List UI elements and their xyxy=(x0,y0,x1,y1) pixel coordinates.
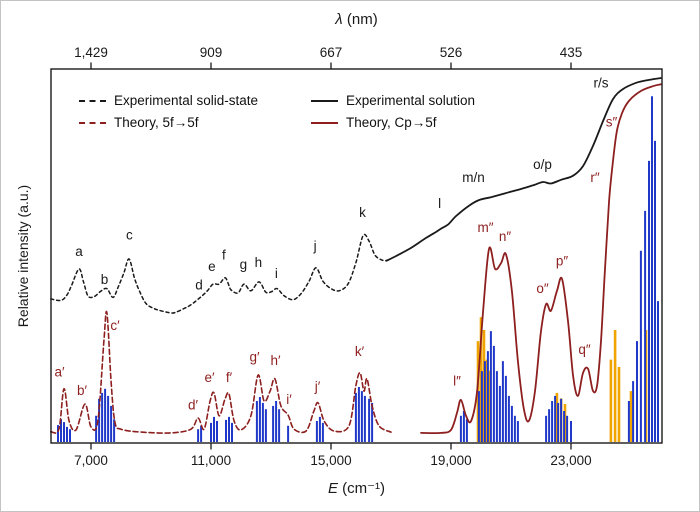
theory-sticks-blue xyxy=(57,96,659,442)
peak-label-j: j xyxy=(313,238,317,253)
bottom-tick-label: 11,000 xyxy=(191,453,231,468)
peak-label-gp: g′ xyxy=(249,349,260,364)
peak-label-e: e xyxy=(208,259,216,274)
peak-label-g: g xyxy=(240,257,248,272)
peak-label-lpp: l″ xyxy=(453,374,461,389)
peak-label-o-p: o/p xyxy=(533,157,552,172)
legend-item-theory-cp-5f: Theory, Cp→5f xyxy=(311,115,475,130)
peak-label-i: i xyxy=(275,266,278,281)
legend-item-experimental-solid-state: Experimental solid-state xyxy=(79,93,311,108)
legend-label: Experimental solution xyxy=(346,93,476,108)
theory-cp-5f-curve xyxy=(420,83,662,435)
peak-label-qpp: q″ xyxy=(578,342,591,357)
peak-label-rpp: r″ xyxy=(590,170,599,185)
peak-label-l: l xyxy=(438,196,441,211)
top-tick-label: 909 xyxy=(200,45,223,60)
bottom-tick-label: 19,000 xyxy=(430,453,471,468)
legend-item-experimental-solution: Experimental solution xyxy=(311,93,475,108)
lambda-symbol: λ xyxy=(335,11,343,28)
top-axis-title: λ (nm) xyxy=(51,11,662,28)
bottom-axis-title: E (cm⁻¹) xyxy=(51,479,662,497)
solid-black-line-icon xyxy=(311,99,338,102)
theory-5f-5f-curve xyxy=(50,310,392,434)
peak-label-c: c xyxy=(126,227,133,242)
peak-label-bp: b′ xyxy=(77,383,88,398)
peak-label-f: f xyxy=(222,248,226,263)
legend-item-theory-5f-5f: Theory, 5f→5f xyxy=(79,115,311,130)
legend: Experimental solid-state Experimental so… xyxy=(79,93,475,130)
peak-label-b: b xyxy=(101,272,109,287)
top-tick-label: 1,429 xyxy=(74,45,108,60)
bottom-tick-label: 7,000 xyxy=(74,453,108,468)
peak-label-ap: a′ xyxy=(54,364,65,379)
peak-label-jp: j′ xyxy=(314,379,321,394)
legend-label: Theory, 5f→5f xyxy=(114,115,199,130)
solid-red-line-icon xyxy=(311,121,338,124)
peak-label-fp: f′ xyxy=(226,370,233,385)
peak-label-spp: s″ xyxy=(606,115,618,130)
bottom-tick-label: 15,000 xyxy=(310,453,351,468)
peak-label-npp: n″ xyxy=(499,229,512,244)
peak-label-r-s: r/s xyxy=(594,76,609,91)
peak-label-ip: i′ xyxy=(286,392,292,407)
peak-label-k: k xyxy=(359,205,366,220)
top-tick-label: 667 xyxy=(320,45,343,60)
peak-label-ep: e′ xyxy=(204,370,215,385)
legend-label: Theory, Cp→5f xyxy=(346,115,437,130)
peak-label-cp: c′ xyxy=(110,318,120,333)
bottom-axis-unit: (cm⁻¹) xyxy=(337,480,386,497)
peak-label-ppp: p″ xyxy=(556,253,569,268)
peak-label-dp: d′ xyxy=(188,398,199,413)
dashed-black-line-icon xyxy=(79,99,106,102)
experimental-solid-state-curve xyxy=(50,233,389,314)
peak-label-kp: k′ xyxy=(355,344,365,359)
peak-label-m-n: m/n xyxy=(462,170,485,185)
plot-frame xyxy=(50,68,663,444)
bottom-tick-label: 23,000 xyxy=(550,453,591,468)
legend-label: Experimental solid-state xyxy=(114,93,259,108)
peak-label-h: h xyxy=(255,255,263,270)
top-tick-label: 526 xyxy=(440,45,463,60)
peak-label-a: a xyxy=(75,244,83,259)
dashed-red-line-icon xyxy=(79,121,106,124)
energy-symbol: E xyxy=(327,480,338,497)
peak-label-d: d xyxy=(195,277,203,292)
top-axis-unit: (nm) xyxy=(342,11,378,28)
peak-label-hp: h′ xyxy=(270,353,281,368)
peak-label-opp: o″ xyxy=(536,281,549,296)
experimental-solution-curve xyxy=(385,77,662,262)
peak-label-mpp: m″ xyxy=(477,220,493,235)
top-tick-label: 435 xyxy=(560,45,583,60)
